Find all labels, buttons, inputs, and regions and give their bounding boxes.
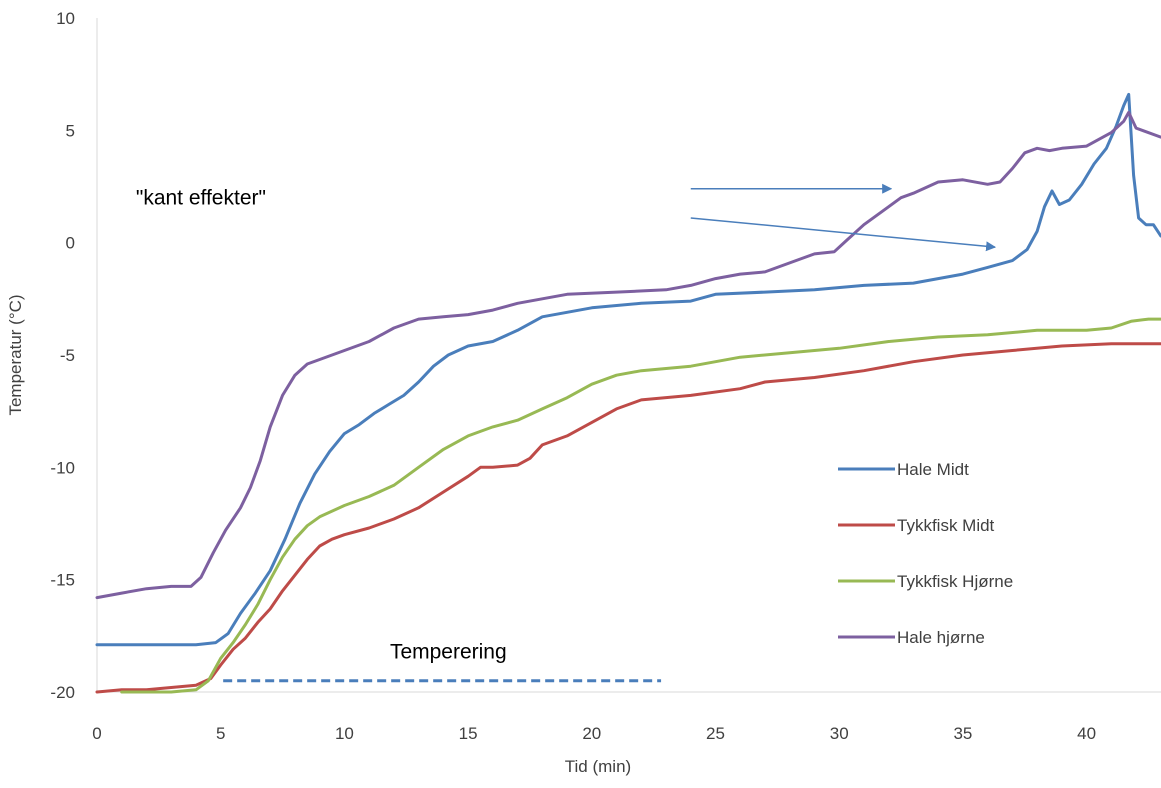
legend-label: Tykkfisk Hjørne: [897, 572, 1013, 591]
annotations: "kant effekter" Temperering: [136, 183, 997, 683]
annotation-arrow-2: [690, 217, 997, 252]
y-tick-label: 5: [66, 121, 75, 140]
y-tick-label: -10: [50, 458, 75, 477]
series-line-3: [120, 317, 1161, 694]
y-tick-labels: 10 5 0 -5 -10 -15 -20: [50, 9, 75, 702]
series-line-1: [95, 92, 1161, 647]
legend-label: Hale hjørne: [897, 628, 985, 647]
x-tick-label: 10: [335, 724, 354, 743]
annotation-label-1: "kant effekter": [136, 186, 266, 209]
annotation-label-2: Temperering: [390, 640, 507, 663]
x-tick-label: 5: [216, 724, 225, 743]
x-tick-label: 35: [953, 724, 972, 743]
series-line-4: [95, 110, 1161, 600]
legend: Hale Midt Tykkfisk Midt Tykkfisk Hjørne Hal…: [838, 460, 1013, 647]
legend-label: Tykkfisk Midt: [897, 516, 995, 535]
legend-label: Hale Midt: [897, 460, 969, 479]
y-tick-label: -20: [50, 683, 75, 702]
x-tick-label: 40: [1077, 724, 1096, 743]
series-layer: [95, 92, 1161, 694]
y-tick-label: 10: [56, 9, 75, 28]
x-axis-title: Tid (min): [565, 757, 631, 776]
x-tick-label: 20: [582, 724, 601, 743]
x-tick-labels: 0 5 10 15 20 25 30 35 40: [92, 724, 1096, 743]
x-tick-label: 0: [92, 724, 101, 743]
y-tick-label: -15: [50, 571, 75, 590]
y-axis-title: Temperatur (°C): [6, 294, 25, 415]
x-tick-label: 30: [830, 724, 849, 743]
y-tick-label: -5: [60, 346, 75, 365]
x-tick-label: 15: [459, 724, 478, 743]
y-tick-label: 0: [66, 234, 75, 253]
series-line-2: [95, 342, 1161, 694]
x-tick-label: 25: [706, 724, 725, 743]
